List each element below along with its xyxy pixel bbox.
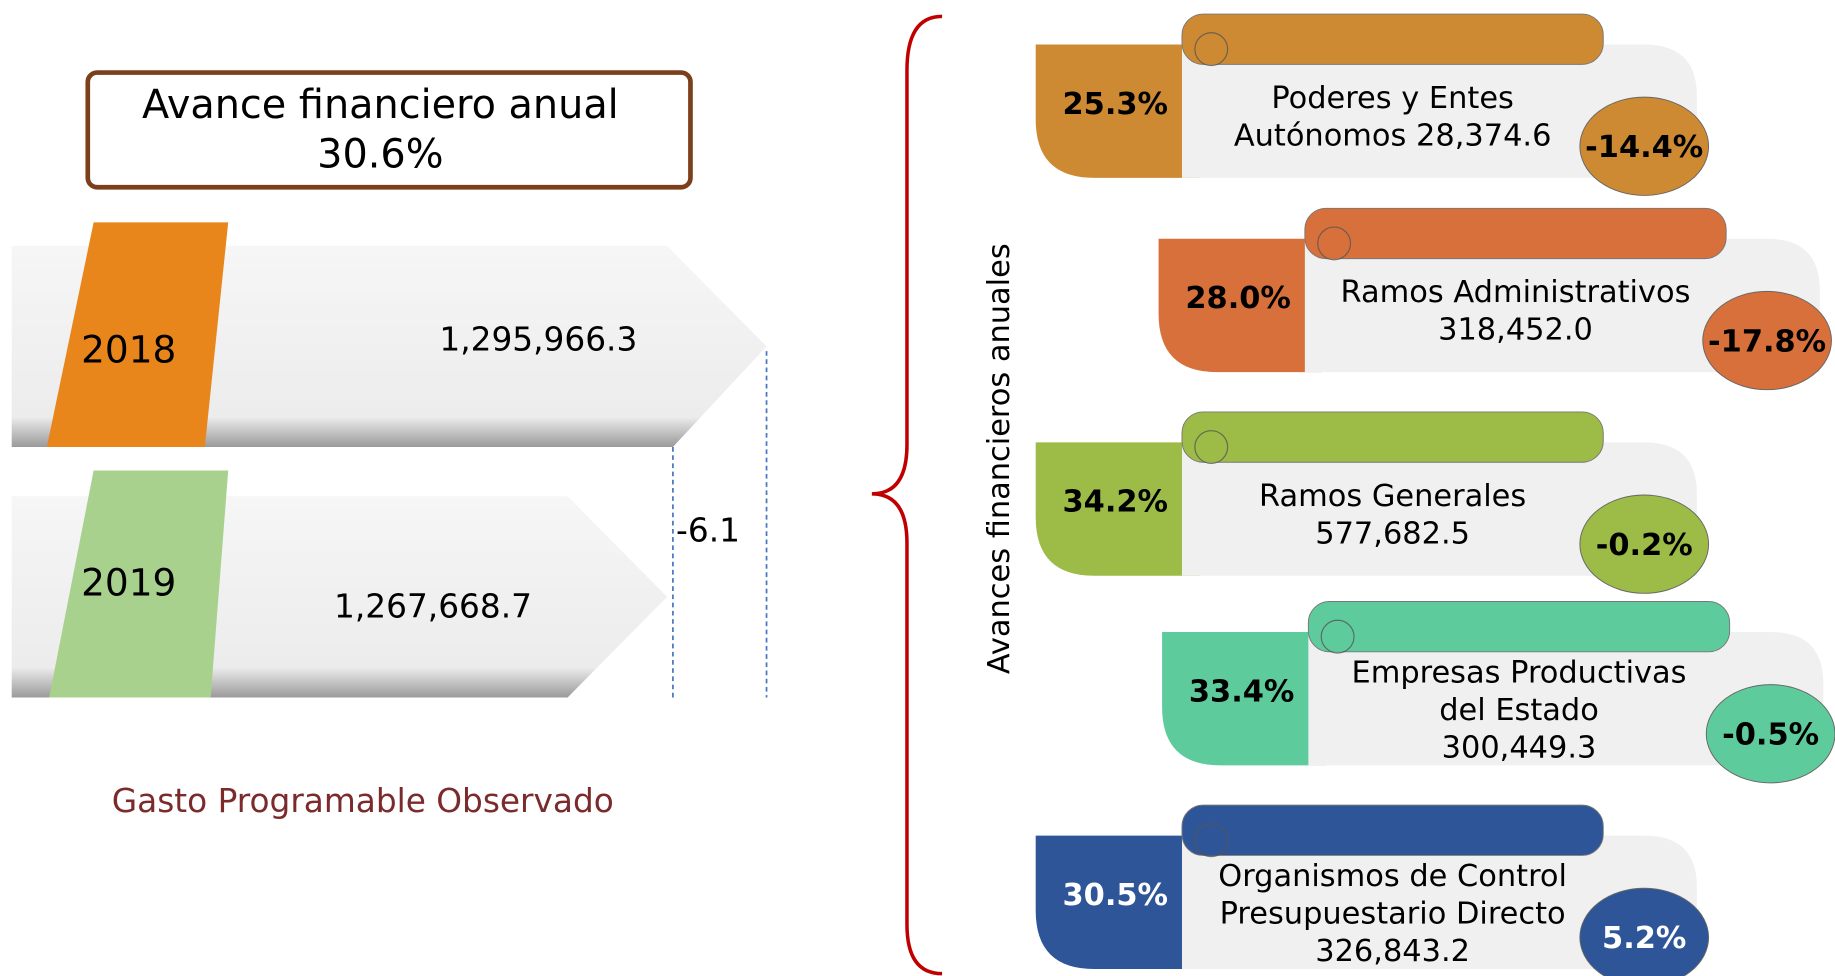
item-change-bubble (1702, 290, 1832, 391)
year-tab (46, 222, 229, 448)
item-block (1158, 238, 1323, 373)
item-curl (1194, 430, 1229, 465)
item-advance: 25.3% (1063, 87, 1169, 122)
item-change-bubble (1579, 96, 1710, 196)
item-scroll (1307, 601, 1731, 653)
item-curl (1320, 619, 1355, 654)
year-tab (49, 470, 229, 698)
item-name: Empresas Productivas (1352, 656, 1687, 691)
item-name: 577,682.5 (1315, 516, 1470, 551)
item-name: Autónomos 28,374.6 (1234, 118, 1552, 153)
item-curl (1317, 226, 1352, 261)
item-change: 5.2% (1602, 921, 1686, 956)
item: 30.5% Organismos de ControlPresupuestario… (1035, 804, 1710, 976)
summary-title: Avance financiero anual (142, 82, 619, 128)
brace-label: Avances financieros anuales (982, 243, 1017, 674)
item-name: Ramos Generales (1259, 479, 1526, 514)
item-name: 326,843.2 (1315, 934, 1470, 969)
item-block (1162, 631, 1326, 766)
item-change: -0.2% (1596, 528, 1693, 563)
year-amount: 1,267,668.7 (334, 588, 532, 626)
item-name: 318,452.0 (1438, 313, 1593, 348)
item-scroll (1181, 804, 1604, 856)
item-block (1035, 835, 1200, 969)
item-body (1181, 44, 1697, 178)
caption: Gasto Programable Observado (112, 782, 614, 820)
brace (871, 14, 943, 976)
item-advance: 33.4% (1189, 674, 1295, 709)
item-scroll (1181, 411, 1604, 463)
item-name: Organismos de Control (1218, 859, 1567, 894)
difference: -6.1 (676, 511, 740, 549)
summary-value: 30.6% (317, 131, 443, 177)
item-body (1308, 631, 1824, 766)
item-scroll (1304, 207, 1727, 260)
summary-box (85, 70, 693, 190)
item-advance: 30.5% (1063, 878, 1169, 913)
item-body (1304, 238, 1820, 373)
item-change-bubble (1579, 887, 1710, 976)
item-advance: 34.2% (1063, 485, 1169, 520)
item-name: Poderes y Entes (1271, 81, 1514, 116)
item-name: Presupuestario Directo (1220, 897, 1566, 932)
item-change: -17.8% (1708, 324, 1826, 359)
item-curl (1194, 823, 1229, 858)
item-change-bubble (1579, 494, 1710, 594)
item-name: Ramos Administrativos (1341, 275, 1691, 310)
item-name: del Estado (1439, 693, 1599, 728)
year-label: 2019 (81, 561, 176, 605)
item-body (1181, 835, 1697, 969)
item-scroll (1181, 13, 1604, 65)
item-block (1035, 44, 1200, 178)
item-change: -14.4% (1585, 130, 1703, 165)
item-body (1181, 442, 1697, 576)
item-advance: 28.0% (1185, 281, 1291, 316)
year-label: 2018 (81, 328, 176, 372)
item-name: 300,449.3 (1442, 730, 1597, 765)
item-curl (1194, 32, 1229, 67)
item-block (1035, 442, 1200, 576)
year-amount: 1,295,966.3 (439, 321, 637, 359)
item-change: -0.5% (1722, 718, 1819, 753)
